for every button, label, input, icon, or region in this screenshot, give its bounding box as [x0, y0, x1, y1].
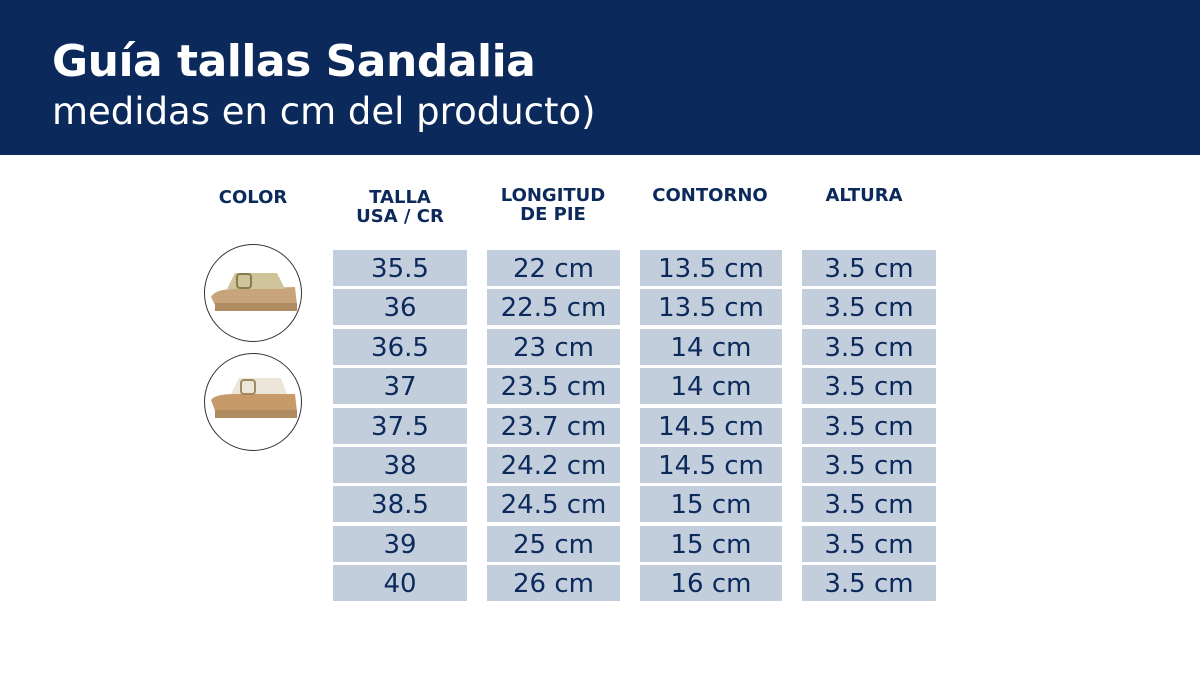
talla-cell: 36.5 [333, 328, 467, 365]
longitud-cell: 24.5 cm [487, 486, 620, 523]
talla-cell: 39 [333, 525, 467, 562]
talla-cell: 36 [333, 289, 467, 326]
talla-cell: 37 [333, 368, 467, 405]
talla-column: 35.5 36 36.5 37 37.5 38 38.5 39 40 [333, 250, 467, 605]
column-header-talla: TALLA USA / CR [333, 188, 467, 226]
altura-column: 3.5 cm 3.5 cm 3.5 cm 3.5 cm 3.5 cm 3.5 cm 3.5 … [802, 250, 936, 605]
contorno-cell: 14.5 cm [640, 407, 782, 444]
contorno-column: 13.5 cm 13.5 cm 14 cm 14 cm 14.5 cm 14.5 cm 15… [640, 250, 782, 605]
altura-cell: 3.5 cm [802, 328, 936, 365]
column-header-longitud: LONGITUD DE PIE [480, 186, 626, 224]
header-line: USA / CR [356, 206, 444, 227]
page-subtitle: medidas en cm del producto) [52, 90, 596, 133]
longitud-cell: 25 cm [487, 525, 620, 562]
contorno-cell: 14 cm [640, 368, 782, 405]
sandal-beige-thumbnail [204, 353, 302, 451]
talla-cell: 38 [333, 446, 467, 483]
altura-cell: 3.5 cm [802, 565, 936, 602]
talla-cell: 40 [333, 565, 467, 602]
altura-cell: 3.5 cm [802, 250, 936, 286]
altura-cell: 3.5 cm [802, 407, 936, 444]
altura-cell: 3.5 cm [802, 486, 936, 523]
talla-cell: 37.5 [333, 407, 467, 444]
contorno-cell: 15 cm [640, 486, 782, 523]
contorno-cell: 14 cm [640, 328, 782, 365]
header-banner: Guía tallas Sandalia medidas en cm del p… [0, 0, 1200, 155]
longitud-cell: 22 cm [487, 250, 620, 286]
column-header-altura: ALTURA [825, 185, 903, 206]
page-title: Guía tallas Sandalia [52, 36, 536, 87]
longitud-cell: 23 cm [487, 328, 620, 365]
sandal-gold-thumbnail [204, 244, 302, 342]
column-header-color: COLOR [218, 187, 288, 208]
contorno-cell: 13.5 cm [640, 289, 782, 326]
contorno-cell: 14.5 cm [640, 446, 782, 483]
header-line: TALLA [369, 187, 431, 208]
talla-cell: 38.5 [333, 486, 467, 523]
altura-cell: 3.5 cm [802, 368, 936, 405]
longitud-cell: 23.5 cm [487, 368, 620, 405]
altura-cell: 3.5 cm [802, 289, 936, 326]
contorno-cell: 15 cm [640, 525, 782, 562]
altura-cell: 3.5 cm [802, 525, 936, 562]
header-line: LONGITUD [500, 185, 606, 206]
longitud-cell: 26 cm [487, 565, 620, 602]
contorno-cell: 13.5 cm [640, 250, 782, 286]
header-line: DE PIE [520, 204, 586, 225]
longitud-cell: 22.5 cm [487, 289, 620, 326]
column-header-contorno: CONTORNO [652, 185, 768, 206]
longitud-cell: 24.2 cm [487, 446, 620, 483]
contorno-cell: 16 cm [640, 565, 782, 602]
longitud-cell: 23.7 cm [487, 407, 620, 444]
altura-cell: 3.5 cm [802, 446, 936, 483]
talla-cell: 35.5 [333, 250, 467, 286]
longitud-column: 22 cm 22.5 cm 23 cm 23.5 cm 23.7 cm 24.2 cm 24… [487, 250, 620, 605]
